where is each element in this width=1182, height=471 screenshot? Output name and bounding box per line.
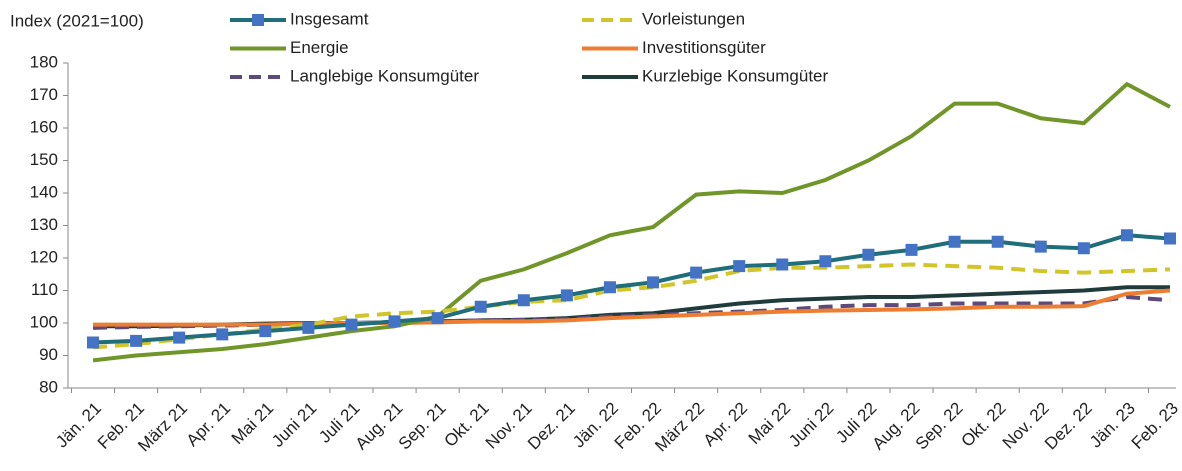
x-tick-label: Feb. 23 (1128, 399, 1182, 453)
y-tick-label: 180 (30, 52, 58, 71)
legend-label: Langlebige Konsumgüter (290, 66, 479, 85)
series-marker (431, 312, 444, 325)
series-marker (474, 300, 487, 313)
legend-label: Vorleistungen (642, 9, 745, 28)
x-tick-label: Sep. 22 (912, 399, 967, 454)
y-tick-label: 110 (31, 280, 58, 299)
legend-label: Energie (290, 38, 349, 57)
series-marker (1120, 229, 1133, 242)
x-tick-label: Mai 22 (745, 399, 795, 449)
y-tick-label: 160 (30, 117, 58, 136)
y-axis-label: Index (2021=100) (10, 11, 144, 30)
legend-label: Investitionsgüter (642, 38, 766, 57)
y-tick-label: 150 (30, 150, 58, 169)
series-marker (302, 321, 315, 334)
y-tick-label: 80 (39, 377, 58, 396)
series-marker (259, 325, 272, 338)
x-tick-label: Sep. 21 (395, 399, 450, 454)
legend-label: Kurzlebige Konsumgüter (642, 66, 829, 85)
series-marker (948, 235, 961, 248)
x-tick-label: Apr. 22 (700, 399, 752, 451)
y-tick-label: 90 (39, 345, 58, 364)
series-marker (991, 235, 1004, 248)
series-marker (388, 315, 401, 328)
series-marker (603, 281, 616, 294)
x-tick-label: Juni 22 (785, 399, 837, 451)
y-tick-label: 140 (30, 182, 58, 201)
x-tick-label: Dez. 21 (524, 399, 579, 454)
series-marker (733, 260, 746, 273)
series-marker (345, 318, 358, 331)
y-tick-label: 130 (30, 215, 58, 234)
y-tick-label: 170 (30, 85, 58, 104)
legend-label: Insgesamt (290, 9, 369, 28)
series-marker (1077, 242, 1090, 255)
series-marker (905, 243, 918, 256)
series-marker (1164, 232, 1176, 245)
series-marker (173, 331, 186, 344)
series-marker (647, 276, 660, 289)
x-tick-label: Apr. 21 (183, 399, 235, 451)
series-marker (862, 248, 875, 261)
x-tick-label: Aug. 22 (869, 399, 924, 454)
x-tick-label: Mai 21 (228, 399, 278, 449)
x-tick-label: Juni 21 (268, 399, 320, 451)
series-line (92, 233, 1171, 345)
series-marker (776, 258, 789, 271)
series-marker (560, 289, 573, 302)
series-marker (1034, 240, 1047, 253)
x-tick-label: Dez. 22 (1041, 399, 1096, 454)
x-tick-label: Aug. 21 (352, 399, 407, 454)
series-marker (819, 255, 832, 268)
y-tick-label: 120 (30, 247, 58, 266)
series-line (93, 288, 1171, 327)
series-marker (216, 328, 229, 341)
y-tick-label: 100 (30, 312, 58, 331)
series-marker (130, 334, 143, 347)
series-line (92, 81, 1171, 363)
series-marker (87, 336, 99, 349)
series-marker (690, 266, 703, 279)
series-marker (517, 294, 530, 307)
legend-marker (252, 14, 264, 26)
